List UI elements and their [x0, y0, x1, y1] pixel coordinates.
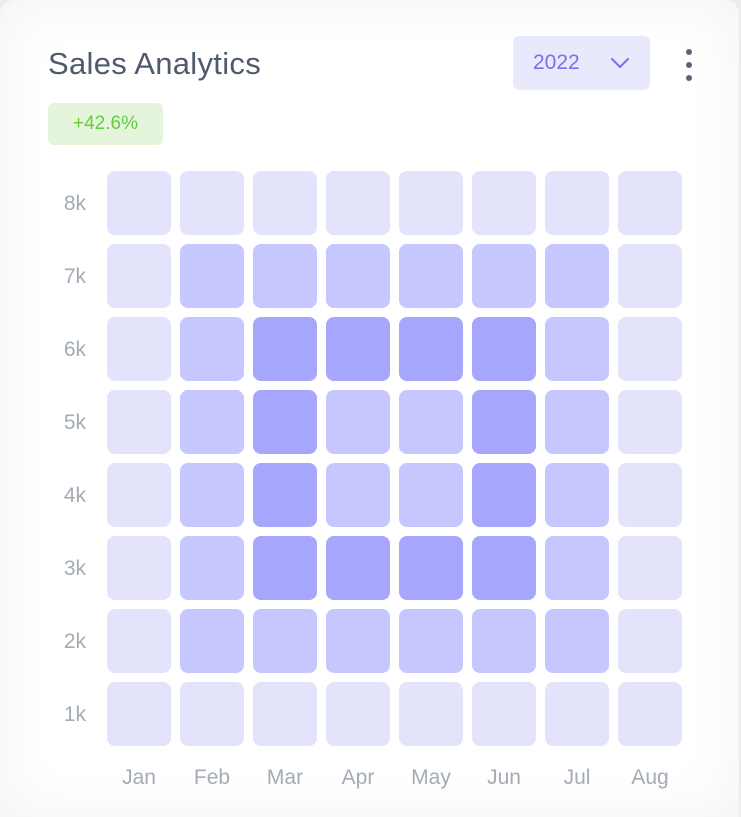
heatmap-cell[interactable]: [180, 244, 244, 308]
heatmap-cell[interactable]: [399, 317, 463, 381]
heatmap-cell[interactable]: [253, 463, 317, 527]
y-tick-label: 4k: [64, 484, 87, 507]
x-tick-label: May: [411, 766, 451, 789]
heatmap-cell[interactable]: [253, 536, 317, 600]
heatmap-cell[interactable]: [180, 463, 244, 527]
heatmap-cell[interactable]: [618, 609, 682, 673]
heatmap-cell[interactable]: [180, 609, 244, 673]
y-tick-label: 5k: [64, 411, 87, 434]
heatmap-cell[interactable]: [618, 390, 682, 454]
heatmap-cell[interactable]: [472, 609, 536, 673]
heatmap-cell[interactable]: [253, 682, 317, 746]
heatmap-cell[interactable]: [107, 536, 171, 600]
y-tick-label: 8k: [64, 192, 87, 215]
heatmap-cell[interactable]: [180, 390, 244, 454]
heatmap-cell[interactable]: [399, 536, 463, 600]
heatmap-cell[interactable]: [545, 682, 609, 746]
heatmap-cell[interactable]: [326, 390, 390, 454]
heatmap-cell[interactable]: [399, 463, 463, 527]
year-dropdown[interactable]: 2022: [513, 36, 650, 90]
heatmap-cell[interactable]: [618, 463, 682, 527]
more-vertical-icon[interactable]: [674, 47, 704, 83]
heatmap-cell[interactable]: [399, 682, 463, 746]
heatmap-cell[interactable]: [107, 609, 171, 673]
y-tick-label: 6k: [64, 338, 87, 361]
heatmap-cell[interactable]: [180, 317, 244, 381]
heatmap-cell[interactable]: [107, 390, 171, 454]
heatmap-cell[interactable]: [326, 536, 390, 600]
heatmap-cell[interactable]: [472, 682, 536, 746]
y-tick-label: 3k: [64, 557, 87, 580]
heatmap-cell[interactable]: [326, 463, 390, 527]
heatmap-cell[interactable]: [545, 317, 609, 381]
x-tick-label: Jun: [487, 766, 521, 789]
heatmap-cell[interactable]: [326, 682, 390, 746]
heatmap-cell[interactable]: [618, 244, 682, 308]
heatmap-cell[interactable]: [253, 171, 317, 235]
heatmap-cell[interactable]: [107, 317, 171, 381]
heatmap-cell[interactable]: [107, 682, 171, 746]
x-tick-label: Feb: [194, 766, 230, 789]
heatmap-cell[interactable]: [107, 244, 171, 308]
growth-badge: +42.6%: [48, 103, 163, 145]
heatmap-cell[interactable]: [399, 244, 463, 308]
heatmap-cell[interactable]: [253, 244, 317, 308]
x-tick-label: Jul: [564, 766, 591, 789]
heatmap-cell[interactable]: [326, 317, 390, 381]
heatmap-cell[interactable]: [545, 390, 609, 454]
heatmap-cell[interactable]: [472, 536, 536, 600]
heatmap-cell[interactable]: [472, 463, 536, 527]
x-tick-label: Apr: [342, 766, 375, 789]
heatmap-cell[interactable]: [253, 609, 317, 673]
heatmap-cell[interactable]: [253, 317, 317, 381]
heatmap-cell[interactable]: [472, 244, 536, 308]
heatmap-cell[interactable]: [253, 390, 317, 454]
year-dropdown-value: 2022: [533, 51, 580, 74]
heatmap-cell[interactable]: [545, 463, 609, 527]
x-tick-label: Jan: [122, 766, 156, 789]
y-tick-label: 1k: [64, 703, 87, 726]
y-tick-label: 2k: [64, 630, 87, 653]
heatmap-cell[interactable]: [472, 317, 536, 381]
x-tick-label: Mar: [267, 766, 303, 789]
x-tick-label: Aug: [631, 766, 668, 789]
chevron-down-icon: [611, 58, 629, 68]
heatmap-cell[interactable]: [472, 390, 536, 454]
heatmap-cell[interactable]: [180, 536, 244, 600]
heatmap-cell[interactable]: [399, 171, 463, 235]
heatmap-cell[interactable]: [326, 244, 390, 308]
heatmap-cell[interactable]: [107, 171, 171, 235]
heatmap-cell[interactable]: [618, 536, 682, 600]
heatmap-cell[interactable]: [545, 609, 609, 673]
heatmap-cell[interactable]: [618, 682, 682, 746]
y-tick-label: 7k: [64, 265, 87, 288]
heatmap-cell[interactable]: [545, 536, 609, 600]
heatmap-cell[interactable]: [326, 609, 390, 673]
heatmap-cell[interactable]: [618, 317, 682, 381]
heatmap-cell[interactable]: [545, 171, 609, 235]
card-title: Sales Analytics: [48, 46, 261, 81]
heatmap-cell[interactable]: [545, 244, 609, 308]
heatmap-cell[interactable]: [618, 171, 682, 235]
heatmap-cell[interactable]: [326, 171, 390, 235]
heatmap-cell[interactable]: [399, 390, 463, 454]
heatmap-cell[interactable]: [472, 171, 536, 235]
heatmap-cell[interactable]: [399, 609, 463, 673]
heatmap-cell[interactable]: [180, 682, 244, 746]
heatmap-cell[interactable]: [107, 463, 171, 527]
heatmap-cell[interactable]: [180, 171, 244, 235]
